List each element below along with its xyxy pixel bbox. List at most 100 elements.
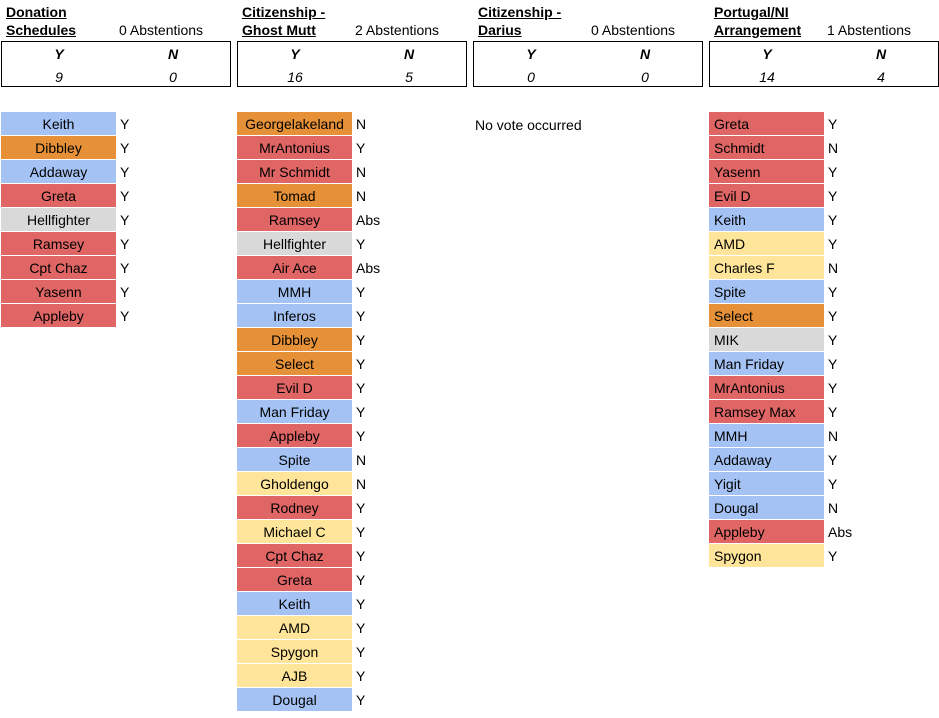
vote-cell[interactable]: N — [828, 140, 839, 156]
vote-cell[interactable]: Y — [828, 308, 838, 324]
voter-name-cell[interactable]: Mr Schmidt — [237, 160, 352, 183]
voter-name-cell[interactable]: Michael C — [237, 520, 352, 543]
vote-cell[interactable]: Y — [356, 596, 366, 612]
voter-name-cell[interactable]: AMD — [709, 232, 824, 255]
vote-cell[interactable]: Y — [356, 308, 366, 324]
vote-cell[interactable]: N — [356, 116, 367, 132]
vote-cell[interactable]: Y — [356, 692, 366, 708]
voter-name-cell[interactable]: Ramsey — [237, 208, 352, 231]
voter-name-cell[interactable]: Select — [709, 304, 824, 327]
vote-cell[interactable]: Y — [828, 452, 838, 468]
vote-cell[interactable]: Y — [356, 404, 366, 420]
vote-cell[interactable]: Y — [120, 212, 130, 228]
voter-name-cell[interactable]: Evil D — [237, 376, 352, 399]
voter-name-cell[interactable]: Spite — [709, 280, 824, 303]
vote-cell[interactable]: Y — [356, 332, 366, 348]
vote-cell[interactable]: Y — [828, 356, 838, 372]
block-title[interactable]: Citizenship - Darius — [478, 4, 562, 38]
voter-name-cell[interactable]: Man Friday — [709, 352, 824, 375]
vote-cell[interactable]: Y — [828, 476, 838, 492]
voter-name-cell[interactable]: MrAntonius — [709, 376, 824, 399]
voter-name-cell[interactable]: Dougal — [709, 496, 824, 519]
vote-cell[interactable]: Y — [828, 332, 838, 348]
voter-name-cell[interactable]: MMH — [237, 280, 352, 303]
vote-cell[interactable]: N — [356, 188, 367, 204]
voter-name-cell[interactable]: Appleby — [1, 304, 116, 327]
vote-cell[interactable]: Y — [356, 668, 366, 684]
voter-name-cell[interactable]: Greta — [709, 112, 824, 135]
voter-name-cell[interactable]: Appleby — [709, 520, 824, 543]
vote-cell[interactable]: Y — [828, 404, 838, 420]
voter-name-cell[interactable]: Man Friday — [237, 400, 352, 423]
vote-cell[interactable]: Y — [828, 548, 838, 564]
block-title[interactable]: Portugal/NI Arrangement — [714, 4, 802, 38]
vote-cell[interactable]: Y — [828, 188, 838, 204]
vote-cell[interactable]: N — [828, 500, 839, 516]
vote-cell[interactable]: Y — [120, 308, 130, 324]
vote-cell[interactable]: N — [356, 452, 367, 468]
voter-name-cell[interactable]: Rodney — [237, 496, 352, 519]
voter-name-cell[interactable]: Dibbley — [237, 328, 352, 351]
vote-cell[interactable]: Y — [356, 644, 366, 660]
voter-name-cell[interactable]: Charles F — [709, 256, 824, 279]
vote-cell[interactable]: Y — [356, 428, 366, 444]
vote-cell[interactable]: Y — [828, 116, 838, 132]
vote-cell[interactable]: Y — [828, 164, 838, 180]
vote-cell[interactable]: Y — [356, 236, 366, 252]
voter-name-cell[interactable]: Tomad — [237, 184, 352, 207]
vote-cell[interactable]: Y — [120, 164, 130, 180]
vote-cell[interactable]: N — [828, 260, 839, 276]
vote-cell[interactable]: N — [356, 476, 367, 492]
vote-cell[interactable]: Y — [120, 260, 130, 276]
vote-cell[interactable]: Y — [356, 356, 366, 372]
vote-cell[interactable]: Abs — [356, 260, 381, 276]
vote-cell[interactable]: Y — [120, 284, 130, 300]
vote-cell[interactable]: Y — [828, 284, 838, 300]
vote-cell[interactable]: Y — [356, 524, 366, 540]
voter-name-cell[interactable]: Keith — [237, 592, 352, 615]
block-title[interactable]: Donation Schedules — [6, 4, 77, 38]
voter-name-cell[interactable]: Ramsey — [1, 232, 116, 255]
vote-cell[interactable]: Abs — [356, 212, 381, 228]
voter-name-cell[interactable]: Yasenn — [1, 280, 116, 303]
voter-name-cell[interactable]: Evil D — [709, 184, 824, 207]
vote-cell[interactable]: N — [356, 164, 367, 180]
voter-name-cell[interactable]: Dibbley — [1, 136, 116, 159]
vote-cell[interactable]: Abs — [828, 524, 853, 540]
voter-name-cell[interactable]: Air Ace — [237, 256, 352, 279]
voter-name-cell[interactable]: Addaway — [1, 160, 116, 183]
voter-name-cell[interactable]: Appleby — [237, 424, 352, 447]
voter-name-cell[interactable]: Greta — [1, 184, 116, 207]
voter-name-cell[interactable]: AJB — [237, 664, 352, 687]
voter-name-cell[interactable]: Addaway — [709, 448, 824, 471]
voter-name-cell[interactable]: Spite — [237, 448, 352, 471]
voter-name-cell[interactable]: Hellfighter — [1, 208, 116, 231]
voter-name-cell[interactable]: Greta — [237, 568, 352, 591]
voter-name-cell[interactable]: Cpt Chaz — [237, 544, 352, 567]
block-title[interactable]: Citizenship - Ghost Mutt — [242, 4, 326, 38]
vote-cell[interactable]: Y — [356, 620, 366, 636]
voter-name-cell[interactable]: Dougal — [237, 688, 352, 711]
vote-cell[interactable]: Y — [828, 236, 838, 252]
vote-cell[interactable]: Y — [828, 212, 838, 228]
voter-name-cell[interactable]: Hellfighter — [237, 232, 352, 255]
voter-name-cell[interactable]: MIK — [709, 328, 824, 351]
vote-cell[interactable]: Y — [828, 380, 838, 396]
vote-cell[interactable]: N — [828, 428, 839, 444]
voter-name-cell[interactable]: Georgelakeland — [237, 112, 352, 135]
voter-name-cell[interactable]: Cpt Chaz — [1, 256, 116, 279]
voter-name-cell[interactable]: MMH — [709, 424, 824, 447]
vote-cell[interactable]: Y — [356, 380, 366, 396]
voter-name-cell[interactable]: AMD — [237, 616, 352, 639]
vote-cell[interactable]: Y — [356, 284, 366, 300]
vote-cell[interactable]: Y — [356, 548, 366, 564]
vote-cell[interactable]: Y — [120, 116, 130, 132]
vote-cell[interactable]: Y — [356, 572, 366, 588]
voter-name-cell[interactable]: Yasenn — [709, 160, 824, 183]
voter-name-cell[interactable]: Select — [237, 352, 352, 375]
voter-name-cell[interactable]: Keith — [709, 208, 824, 231]
vote-cell[interactable]: Y — [120, 140, 130, 156]
voter-name-cell[interactable]: Inferos — [237, 304, 352, 327]
voter-name-cell[interactable]: Spygon — [237, 640, 352, 663]
voter-name-cell[interactable]: Ramsey Max — [709, 400, 824, 423]
